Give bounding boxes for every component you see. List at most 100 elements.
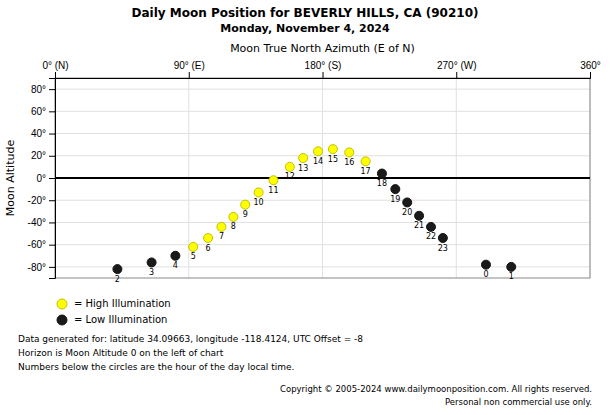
grid	[55, 78, 590, 278]
grid-line	[55, 133, 590, 134]
legend-label: = High Illumination	[74, 298, 171, 309]
tick: 270° (W)	[437, 60, 477, 78]
tick-label: 0°	[36, 173, 46, 184]
axis-domain	[49, 79, 56, 279]
tick-mark	[49, 89, 55, 90]
hour-label: 16	[344, 158, 354, 167]
moon-point	[241, 200, 250, 209]
hour-label: 0	[483, 270, 488, 279]
tick: -20°	[28, 195, 55, 206]
hour-label: 22	[426, 232, 436, 241]
moon-point	[217, 222, 226, 231]
legend-swatch	[57, 315, 67, 325]
tick: 60°	[31, 106, 55, 117]
tick: 40°	[31, 128, 55, 139]
plot-area	[55, 145, 590, 274]
tick: 360°	[580, 60, 601, 78]
hour-label: 11	[268, 186, 278, 195]
tick: 0°	[36, 173, 55, 184]
tick-mark	[49, 178, 55, 179]
series	[113, 169, 516, 274]
moon-point	[189, 242, 198, 251]
legend: = High Illumination = Low Illumination	[57, 298, 171, 325]
tick-mark	[49, 134, 55, 135]
hour-label: 17	[361, 167, 371, 176]
moon-point	[345, 148, 354, 157]
tick-mark	[456, 72, 457, 78]
tick-label: 90° (E)	[174, 60, 205, 71]
tick-label: 360°	[580, 60, 601, 71]
moon-point	[403, 198, 412, 207]
x-axis-title: Moon True North Azimuth (E of N)	[230, 42, 415, 55]
series	[189, 145, 370, 252]
moon-point	[204, 234, 213, 243]
hour-label: 10	[254, 198, 264, 207]
hour-label: 1	[509, 272, 514, 281]
moon-point	[438, 234, 447, 243]
copyright: Personal non commercial use only.	[445, 397, 592, 407]
hour-label: 3	[149, 268, 154, 277]
copyright: Copyright © 2005-2024 www.dailymoonposit…	[280, 384, 592, 394]
tick-label: -40°	[28, 217, 46, 228]
hour-label: 14	[313, 157, 323, 166]
legend-label: = Low Illumination	[74, 314, 167, 325]
chart: Daily Moon Position for BEVERLY HILLS, C…	[0, 0, 610, 415]
hour-label: 23	[438, 244, 448, 253]
hour-label: 19	[390, 195, 400, 204]
tick: -60°	[28, 239, 55, 250]
x-axis: 0° (N)90° (E)180° (S)270° (W)360°	[42, 60, 600, 79]
plot-frame	[55, 78, 590, 278]
tick: 80°	[31, 84, 55, 95]
moon-point	[285, 162, 294, 171]
tick-label: -60°	[28, 239, 46, 250]
tick-label: 180° (S)	[305, 60, 342, 71]
tick: 180° (S)	[305, 60, 342, 78]
hour-label: 2	[115, 275, 120, 284]
tick-mark	[49, 111, 55, 112]
tick-mark	[323, 72, 324, 78]
moon-point	[314, 147, 323, 156]
grid-line	[55, 200, 590, 201]
hour-label: 8	[231, 222, 236, 231]
grid-line	[55, 89, 590, 90]
moon-point	[229, 212, 238, 221]
moon-point	[426, 222, 435, 231]
tick-mark	[49, 222, 55, 223]
moon-point	[269, 176, 278, 185]
grid-line	[55, 178, 590, 179]
tick-mark	[49, 156, 55, 157]
tick-mark	[189, 72, 190, 78]
tick-label: -80°	[28, 262, 46, 273]
tick-label: 40°	[31, 128, 46, 139]
tick: -40°	[28, 217, 55, 228]
moon-point	[254, 188, 263, 197]
hour-label: 15	[328, 155, 338, 164]
note: Horizon is Moon Altitude 0 on the left o…	[18, 348, 224, 358]
moon-point	[113, 265, 122, 274]
moon-point	[415, 211, 424, 220]
tick-label: -20°	[28, 195, 46, 206]
tick-label: 60°	[31, 106, 46, 117]
hour-labels: 56789101112131415161701234181920212223	[115, 155, 514, 284]
grid-line	[55, 244, 590, 245]
hour-label: 9	[243, 210, 248, 219]
tick: -80°	[28, 262, 55, 273]
moon-point	[328, 145, 337, 154]
hour-label: 4	[173, 261, 178, 270]
tick-mark	[55, 72, 56, 78]
tick-mark	[49, 245, 55, 246]
subtitle: Monday, November 4, 2024	[220, 22, 390, 35]
legend-swatch	[57, 299, 67, 309]
hour-label: 12	[285, 172, 295, 181]
hour-label: 20	[402, 208, 412, 217]
hour-label: 6	[206, 244, 211, 253]
moon-point	[171, 251, 180, 260]
note: Numbers below the circles are the hour o…	[18, 362, 294, 372]
tick-mark	[590, 72, 591, 78]
grid-line	[55, 222, 590, 223]
y-axis: -80° -60° -40° -20° 0° 20° 40° 60° 80°	[28, 79, 56, 279]
hour-label: 18	[377, 179, 387, 188]
tick: 20°	[31, 150, 55, 161]
note: Data generated for: latitude 34.09663, l…	[18, 334, 363, 344]
axis-domain	[56, 72, 591, 79]
